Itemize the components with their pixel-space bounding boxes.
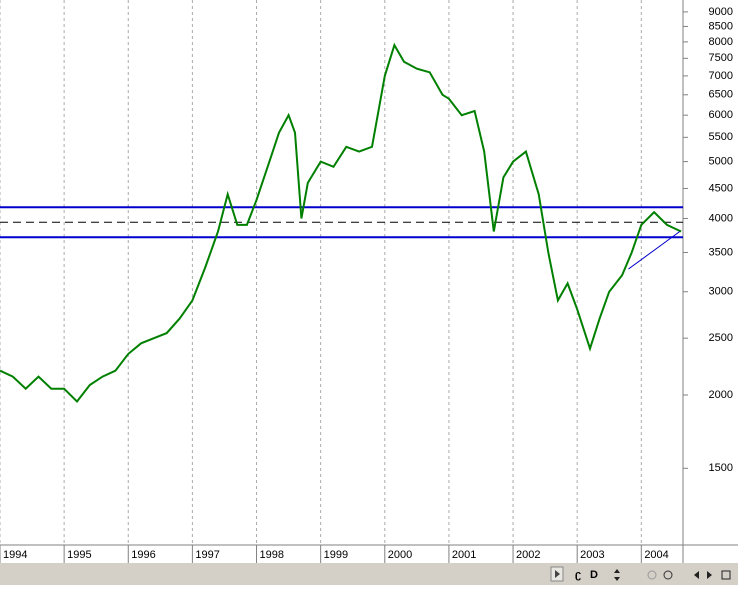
x-tick-label: 1994 <box>3 549 27 561</box>
icon[interactable] <box>721 570 731 580</box>
x-tick-label: 1997 <box>195 549 219 561</box>
y-tick-label: 7500 <box>709 52 733 64</box>
period-button[interactable]: D <box>590 569 598 581</box>
icon <box>555 570 560 578</box>
x-tick-label: 2000 <box>388 549 412 561</box>
icon[interactable] <box>707 571 712 579</box>
icon[interactable]: ʗ <box>575 569 581 581</box>
y-tick-label: 3500 <box>709 246 733 258</box>
icon[interactable] <box>663 570 673 580</box>
y-tick-label: 8500 <box>709 20 733 32</box>
y-tick-label: 2000 <box>709 389 733 401</box>
icon[interactable] <box>694 571 699 579</box>
x-tick-label: 1999 <box>324 549 348 561</box>
x-tick-label: 2002 <box>516 549 540 561</box>
y-tick-label: 3000 <box>709 286 733 298</box>
y-tick-label: 7000 <box>709 70 733 82</box>
trend-line <box>628 231 681 270</box>
x-tick-label: 1996 <box>131 549 155 561</box>
x-tick-label: 2003 <box>580 549 604 561</box>
icon[interactable] <box>614 569 620 581</box>
y-tick-label: 1500 <box>709 462 733 474</box>
y-tick-label: 5500 <box>709 131 733 143</box>
y-tick-label: 8000 <box>709 36 733 48</box>
x-tick-label: 2001 <box>452 549 476 561</box>
y-tick-label: 6000 <box>709 109 733 121</box>
y-tick-label: 6500 <box>709 89 733 101</box>
x-tick-label: 1998 <box>260 549 284 561</box>
y-tick-label: 9000 <box>709 6 733 18</box>
x-tick-label: 2004 <box>644 549 668 561</box>
y-tick-label: 4500 <box>709 182 733 194</box>
price-line <box>0 42 682 404</box>
toolbar <box>0 563 738 585</box>
y-tick-label: 2500 <box>709 332 733 344</box>
y-tick-label: 5000 <box>709 156 733 168</box>
x-tick-label: 1995 <box>67 549 91 561</box>
y-tick-label: 4000 <box>709 212 733 224</box>
icon[interactable] <box>647 570 657 580</box>
